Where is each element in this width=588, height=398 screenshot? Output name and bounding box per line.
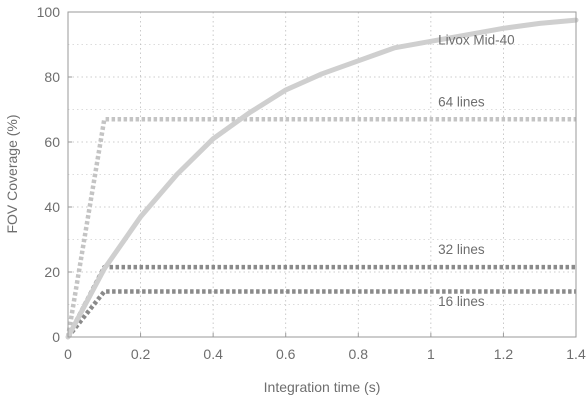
series-line-32-lines (66, 264, 576, 339)
x-axis-label: Integration time (s) (264, 379, 381, 395)
y-tick-label: 60 (44, 134, 60, 150)
x-tick-label: 1.2 (494, 346, 514, 362)
y-tick-label: 40 (44, 199, 60, 215)
series-label: 32 lines (438, 242, 485, 257)
series-label: Livox Mid-40 (438, 33, 515, 48)
y-tick-label: 0 (52, 329, 60, 345)
y-tick-label: 100 (37, 4, 61, 20)
x-tick-label: 0.8 (349, 346, 369, 362)
axis-ticks: 0 0.2 0.4 0.6 0.8 1 1.2 1.4 0 20 40 60 80 100 (37, 4, 586, 362)
x-tick-label: 0.2 (131, 346, 151, 362)
y-tick-label: 20 (44, 264, 60, 280)
y-tick-label: 80 (44, 69, 60, 85)
x-tick-label: 0.6 (276, 346, 296, 362)
x-tick-label: 1 (427, 346, 435, 362)
series-labels: Livox Mid-40 64 lines 32 lines 16 lines (438, 33, 515, 310)
grid-lines (68, 12, 576, 337)
series-line-64-lines (65, 117, 576, 338)
x-tick-label: 0 (64, 346, 72, 362)
x-tick-label: 1.4 (566, 346, 586, 362)
series-line-livox-mid-40 (65, 17, 579, 340)
plot-frame (67, 11, 577, 338)
series-line-16-lines (66, 289, 576, 339)
y-axis-label: FOV Coverage (%) (4, 114, 20, 233)
series-label: 64 lines (438, 94, 485, 109)
series-label: 16 lines (438, 294, 485, 309)
x-tick-label: 0.4 (203, 346, 223, 362)
series-lines (65, 17, 579, 340)
